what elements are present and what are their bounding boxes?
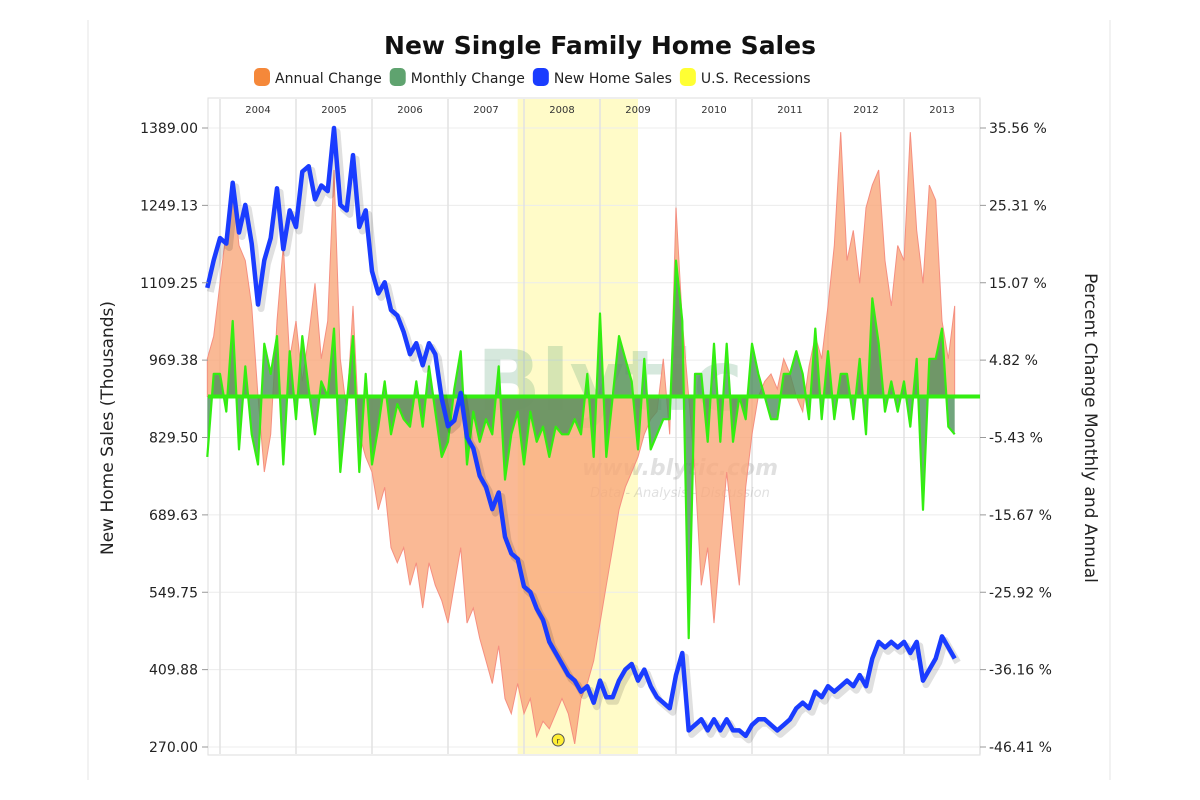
y-left-tick-label: 689.63 bbox=[149, 508, 198, 524]
x-tick-label: 2011 bbox=[777, 105, 802, 116]
y-left-tick-label: 549.75 bbox=[149, 585, 198, 601]
y-axis-right-label: Percent Change Monthly and Annual bbox=[1080, 273, 1100, 583]
axes: 1389.00 1249.13 1109.25 969.38 829.50 689.63 5… bbox=[140, 105, 1052, 756]
x-tick-label: 2013 bbox=[929, 105, 954, 116]
y-axis-left-label: New Home Sales (Thousands) bbox=[98, 301, 118, 555]
y-left-tick-label: 1249.13 bbox=[140, 198, 198, 214]
y-left-tick-label: 1109.25 bbox=[140, 276, 198, 292]
legend-label: Monthly Change bbox=[411, 71, 525, 87]
x-tick-label: 2007 bbox=[473, 105, 498, 116]
legend-swatch bbox=[679, 68, 696, 86]
y-left-tick-label: 829.50 bbox=[149, 431, 198, 447]
x-tick-label: 2006 bbox=[397, 105, 422, 116]
x-tick-label: 2008 bbox=[549, 105, 574, 116]
x-tick-label: 2010 bbox=[701, 105, 726, 116]
y-right-tick-label: -25.92 % bbox=[989, 585, 1052, 601]
y-left-tick-label: 409.88 bbox=[149, 663, 198, 679]
legend-swatch bbox=[254, 68, 270, 86]
x-tick-label: 2012 bbox=[853, 105, 878, 116]
chart-title: New Single Family Home Sales bbox=[384, 31, 816, 60]
y-right-tick-label: 15.07 % bbox=[989, 276, 1047, 292]
series-layer: r bbox=[205, 125, 980, 747]
y-right-tick-label: -46.41 % bbox=[989, 740, 1052, 756]
x-tick-label: 2005 bbox=[321, 105, 346, 116]
y-left-tick-label: 1389.00 bbox=[140, 121, 198, 137]
y-left-tick-label: 969.38 bbox=[149, 353, 198, 369]
y-right-tick-label: 25.31 % bbox=[989, 198, 1047, 214]
y-right-tick-label: 4.82 % bbox=[989, 353, 1038, 369]
recession-marker-label: r bbox=[557, 737, 561, 746]
home-sales-line bbox=[205, 125, 957, 739]
x-tick-label: 2004 bbox=[245, 105, 270, 116]
legend-swatch bbox=[532, 68, 549, 86]
y-right-tick-label: -36.16 % bbox=[989, 663, 1052, 679]
legend-label: U.S. Recessions bbox=[701, 71, 811, 87]
y-right-tick-label: -5.43 % bbox=[989, 431, 1043, 447]
recession-marker[interactable] bbox=[551, 733, 565, 747]
legend-label: Annual Change bbox=[275, 71, 382, 87]
legend-label: New Home Sales bbox=[554, 71, 672, 87]
x-tick-label: 2009 bbox=[625, 105, 650, 116]
y-right-tick-label: -15.67 % bbox=[989, 508, 1052, 524]
y-left-tick-label: 270.00 bbox=[149, 740, 198, 756]
legend: Annual Change Monthly Change New Home Sale… bbox=[254, 68, 811, 87]
monthly-change-line bbox=[206, 259, 956, 640]
legend-swatch bbox=[389, 68, 406, 86]
y-right-tick-label: 35.56 % bbox=[989, 121, 1047, 137]
